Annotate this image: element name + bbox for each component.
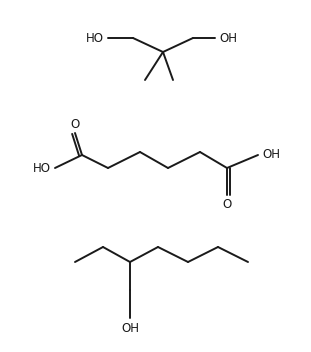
Text: O: O	[222, 197, 232, 210]
Text: OH: OH	[121, 321, 139, 334]
Text: HO: HO	[86, 31, 104, 44]
Text: O: O	[70, 119, 80, 132]
Text: OH: OH	[219, 31, 237, 44]
Text: HO: HO	[33, 162, 51, 175]
Text: OH: OH	[262, 149, 280, 162]
